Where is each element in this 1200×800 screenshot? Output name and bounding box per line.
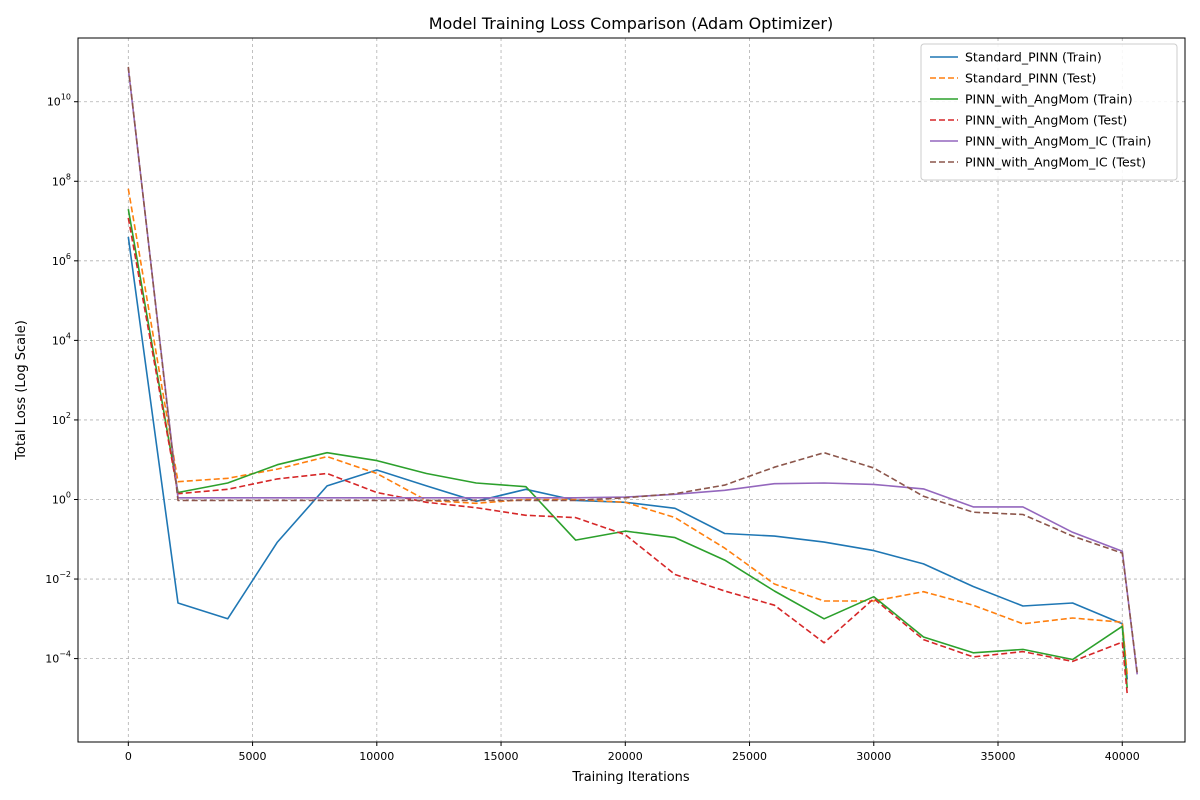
- series-line-5: [127, 66, 1138, 673]
- legend-label-5: PINN_with_AngMom_IC (Test): [965, 155, 1146, 170]
- legend-label-1: Standard_PINN (Test): [965, 71, 1096, 86]
- series-line-1: [127, 188, 1128, 675]
- legend: Standard_PINN (Train) Standard_PINN (Test…: [920, 43, 1178, 181]
- legend-label-2: PINN_with_AngMom (Train): [965, 92, 1133, 107]
- chart-title: Model Training Loss Comparison (Adam Opt…: [429, 14, 834, 33]
- y-axis-label: Total Loss (Log Scale): [14, 320, 29, 461]
- series-line-4: [127, 68, 1138, 675]
- x-tick-label: 20000: [608, 750, 643, 763]
- y-tick-label: 10−4: [45, 650, 71, 666]
- y-tick-label: 108: [52, 172, 71, 188]
- plot-frame: [77, 37, 1186, 743]
- y-tick-label: 1010: [47, 93, 71, 109]
- series-line-3: [127, 217, 1128, 694]
- y-tick-label: 102: [52, 411, 71, 427]
- y-tick-label: 104: [52, 331, 71, 347]
- x-axis-ticks: 0 5000 10000 15000 20000 25000 30000 35000 40000: [125, 742, 1140, 763]
- series-lines: [127, 66, 1138, 694]
- legend-label-4: PINN_with_AngMom_IC (Train): [965, 134, 1151, 149]
- y-tick-label: 100: [52, 490, 71, 506]
- x-tick-label: 25000: [732, 750, 767, 763]
- x-tick-label: 15000: [484, 750, 519, 763]
- x-tick-label: 40000: [1105, 750, 1140, 763]
- x-tick-label: 35000: [981, 750, 1016, 763]
- x-tick-label: 0: [125, 750, 132, 763]
- grid-lines: [78, 38, 1185, 742]
- x-tick-label: 5000: [239, 750, 267, 763]
- series-line-2: [127, 208, 1128, 689]
- legend-label-0: Standard_PINN (Train): [965, 50, 1102, 65]
- x-tick-label: 10000: [359, 750, 394, 763]
- series-line-0: [127, 236, 1128, 680]
- legend-label-3: PINN_with_AngMom (Test): [965, 113, 1127, 128]
- x-tick-label: 30000: [856, 750, 891, 763]
- x-axis-label: Training Iterations: [571, 770, 690, 785]
- y-axis-ticks: 10−4 10−2 100 102 104 106 108 1010: [45, 93, 78, 666]
- legend-box: [920, 43, 1178, 181]
- y-tick-label: 106: [52, 252, 71, 268]
- y-tick-label: 10−2: [45, 570, 71, 586]
